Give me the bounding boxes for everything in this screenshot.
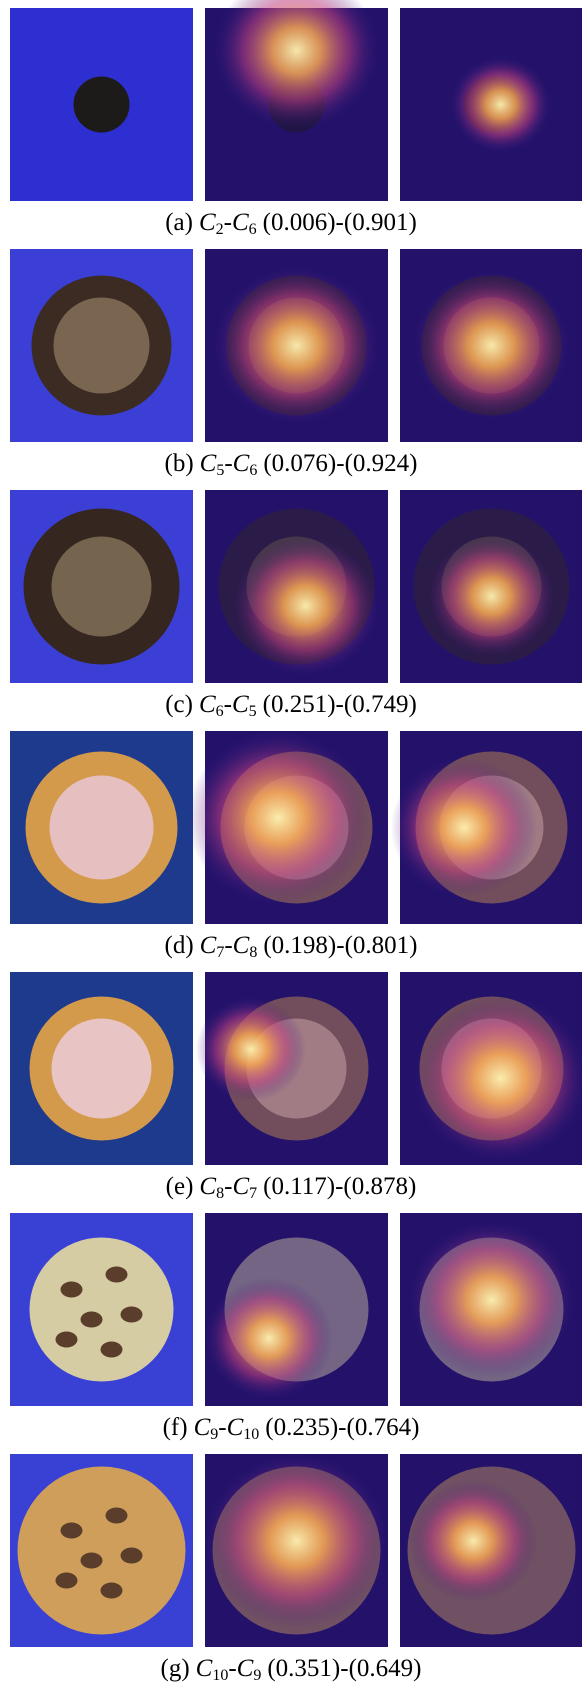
caption: (c)C6-C5(0.251)-(0.749) — [0, 691, 582, 719]
cookie-center — [52, 1019, 152, 1119]
caption: (b)C5-C6(0.076)-(0.924) — [0, 450, 582, 478]
caption: (d)C7-C8(0.198)-(0.801) — [0, 932, 582, 960]
caption-sep: - — [224, 209, 232, 236]
caption-sep: - — [224, 450, 232, 477]
chocolate-chip — [101, 1342, 123, 1358]
caption-sep: - — [224, 932, 232, 959]
caption: (a)C2-C6(0.006)-(0.901) — [0, 209, 582, 237]
caption-first: C — [196, 1655, 213, 1682]
figure: (a)C2-C6(0.006)-(0.901)(b)C5-C6(0.076)-(… — [0, 0, 582, 1697]
caption-scores: (0.351)-(0.649) — [267, 1655, 421, 1682]
chocolate-chip — [106, 1267, 128, 1283]
caption-scores: (0.076)-(0.924) — [263, 450, 417, 477]
caption-sep: - — [228, 1655, 236, 1682]
caption-second: C — [233, 450, 250, 477]
caption-scores: (0.006)-(0.901) — [263, 209, 417, 236]
caption-label: (f) — [163, 1414, 188, 1441]
activation-glow — [414, 996, 582, 1161]
activation-glow — [196, 997, 306, 1101]
caption-second: C — [227, 1414, 244, 1441]
caption: (f)C9-C10(0.235)-(0.764) — [0, 1414, 582, 1442]
caption-second-sub: 6 — [249, 221, 257, 238]
activation-glow — [414, 272, 570, 420]
caption-first: C — [199, 1173, 216, 1200]
caption-second-sub: 10 — [243, 1426, 259, 1443]
caption-second-sub: 7 — [249, 1185, 257, 1202]
caption-first: C — [199, 691, 216, 718]
cookie — [30, 1238, 174, 1382]
caption-sep: - — [224, 691, 232, 718]
chocolate-chip — [81, 1312, 103, 1328]
caption-label: (e) — [166, 1173, 194, 1200]
activation-glow — [205, 1278, 333, 1400]
caption-first-sub: 2 — [216, 221, 224, 238]
chocolate-chip — [106, 1508, 128, 1524]
chocolate-chip — [56, 1573, 78, 1589]
cookie — [74, 77, 130, 133]
caption-scores: (0.251)-(0.749) — [263, 691, 417, 718]
activation-glow — [427, 535, 555, 657]
caption-first: C — [194, 1414, 211, 1441]
image-grid — [0, 0, 582, 1697]
chocolate-chip — [61, 1523, 83, 1539]
activation-glow — [409, 1222, 574, 1378]
activation-glow — [187, 731, 370, 905]
caption-label: (c) — [165, 691, 193, 718]
caption-second-sub: 9 — [253, 1667, 261, 1684]
chocolate-chip — [81, 1553, 103, 1569]
caption-first: C — [199, 209, 216, 236]
chocolate-chip — [101, 1583, 123, 1599]
caption-scores: (0.235)-(0.764) — [265, 1414, 419, 1441]
caption-second-sub: 8 — [249, 944, 257, 961]
activation-glow — [450, 57, 551, 153]
activation-glow — [232, 536, 378, 675]
caption-second: C — [237, 1655, 254, 1682]
caption-second: C — [232, 691, 249, 718]
caption-scores: (0.117)-(0.878) — [263, 1173, 416, 1200]
caption-second: C — [233, 932, 250, 959]
activation-glow — [391, 758, 537, 897]
cookie-center — [54, 298, 150, 394]
chocolate-chip — [61, 1282, 83, 1298]
caption-first: C — [200, 450, 217, 477]
cookie — [18, 1467, 186, 1635]
activation-glow — [214, 267, 379, 423]
caption-label: (b) — [165, 450, 194, 477]
caption-second: C — [232, 1173, 249, 1200]
caption-first-sub: 10 — [212, 1667, 228, 1684]
cookie-center — [50, 776, 154, 880]
caption-second-sub: 5 — [249, 703, 257, 720]
caption-sep: - — [218, 1414, 226, 1441]
activation-glow — [205, 1454, 388, 1628]
chocolate-chip — [121, 1548, 143, 1564]
activation-glow — [409, 1480, 537, 1602]
caption: (e)C8-C7(0.117)-(0.878) — [0, 1173, 582, 1201]
caption-label: (d) — [165, 932, 194, 959]
caption-first-sub: 6 — [216, 703, 224, 720]
chocolate-chip — [121, 1307, 143, 1323]
caption-first-sub: 8 — [216, 1185, 224, 1202]
caption: (g)C10-C9(0.351)-(0.649) — [0, 1655, 582, 1683]
chocolate-chip — [56, 1332, 78, 1348]
caption-scores: (0.198)-(0.801) — [263, 932, 417, 959]
caption-second-sub: 6 — [249, 462, 257, 479]
caption-second: C — [232, 209, 249, 236]
caption-label: (g) — [161, 1655, 190, 1682]
caption-first: C — [200, 932, 217, 959]
cookie-center — [52, 537, 152, 637]
caption-label: (a) — [165, 209, 193, 236]
